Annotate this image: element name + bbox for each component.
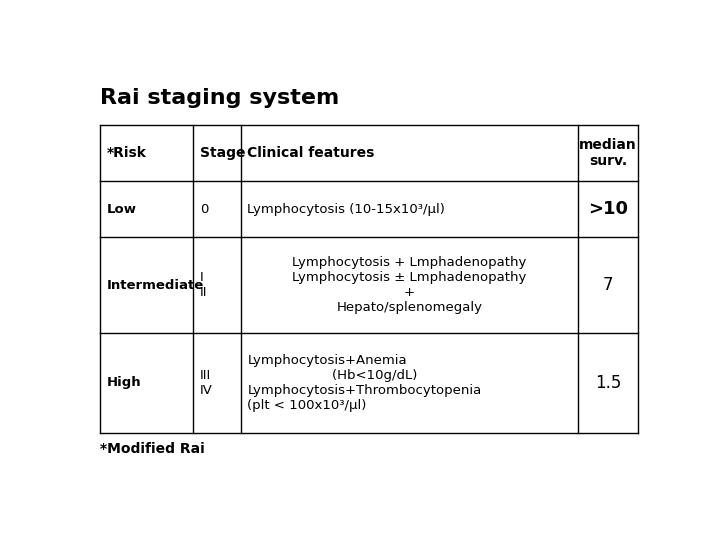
Text: *Modified Rai: *Modified Rai (100, 442, 204, 456)
Text: Lymphocytosis+Anemia
                    (Hb<10g/dL)
Lymphocytosis+Thrombocytope: Lymphocytosis+Anemia (Hb<10g/dL) Lymphoc… (248, 354, 482, 412)
Text: III
IV: III IV (200, 369, 213, 397)
Text: 7: 7 (603, 276, 613, 294)
Text: Stage: Stage (200, 146, 246, 160)
Text: *Risk: *Risk (107, 146, 147, 160)
Text: Intermediate: Intermediate (107, 279, 204, 292)
Text: >10: >10 (588, 200, 628, 218)
Text: median
surv.: median surv. (579, 138, 637, 168)
Text: 0: 0 (200, 203, 208, 216)
Text: Rai staging system: Rai staging system (100, 87, 339, 107)
Text: I
II: I II (200, 271, 207, 299)
Text: Lymphocytosis + Lmphadenopathy
Lymphocytosis ± Lmphadenopathy
+
Hepato/splenomeg: Lymphocytosis + Lmphadenopathy Lymphocyt… (292, 256, 526, 314)
Text: Lymphocytosis (10-15x10³/μl): Lymphocytosis (10-15x10³/μl) (248, 203, 445, 216)
Text: Low: Low (107, 203, 137, 216)
Text: 1.5: 1.5 (595, 374, 621, 392)
Text: High: High (107, 376, 141, 389)
Text: Clinical features: Clinical features (248, 146, 374, 160)
